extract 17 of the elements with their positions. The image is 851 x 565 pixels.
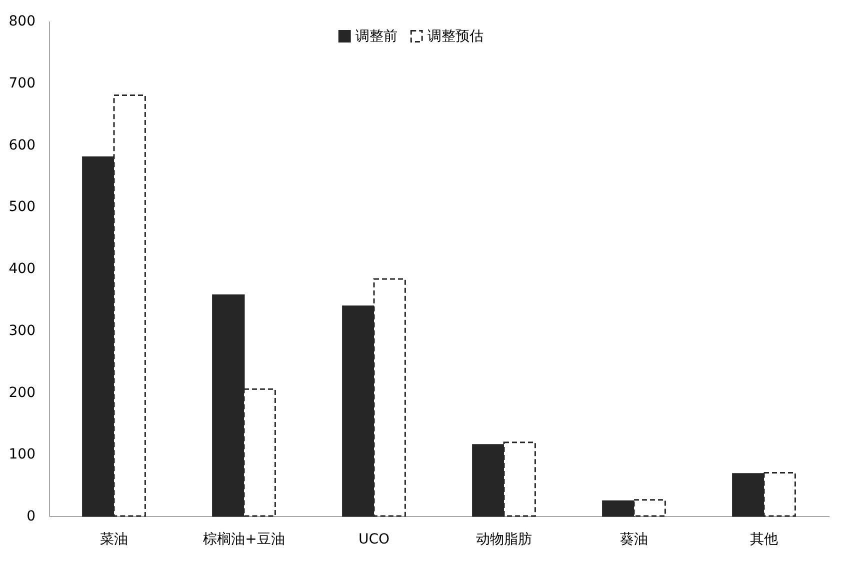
y-tick-label: 200 <box>8 384 36 401</box>
y-tick-label: 600 <box>8 137 36 154</box>
legend-label: 调整前 <box>356 28 398 44</box>
x-tick-label: 棕榈油+豆油 <box>203 532 285 548</box>
x-tick-label: 其他 <box>750 532 778 548</box>
legend-label: 调整预估 <box>428 28 484 44</box>
x-tick-label: 动物脂肪 <box>476 532 532 548</box>
x-tick-label: UCO <box>358 532 390 548</box>
x-tick-label: 菜油 <box>100 532 128 548</box>
y-tick-label: 700 <box>8 75 36 92</box>
y-tick-label: 400 <box>8 261 36 277</box>
y-tick-label: 300 <box>8 322 36 339</box>
y-tick-label: 800 <box>8 14 36 30</box>
y-tick-label: 0 <box>26 508 36 524</box>
x-tick-label: 葵油 <box>620 532 648 548</box>
y-tick-label: 500 <box>8 199 36 216</box>
y-tick-label: 100 <box>8 446 36 463</box>
